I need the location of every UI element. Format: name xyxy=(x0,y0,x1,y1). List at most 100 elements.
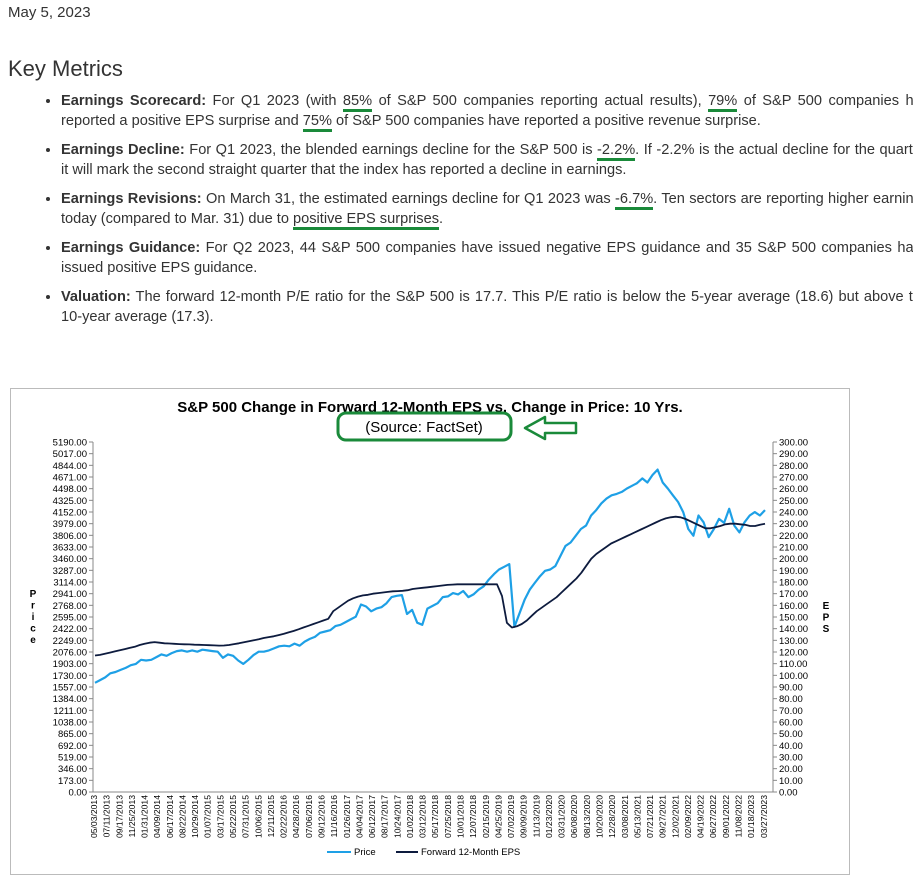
left-tick-label: 4325.00 xyxy=(53,496,87,507)
key-metrics-list: Earnings Scorecard: For Q1 2023 (with 85… xyxy=(34,92,913,337)
left-tick-label: 4671.00 xyxy=(53,473,87,484)
left-tick-label: 3806.00 xyxy=(53,531,87,542)
x-tick-label: 04/19/2022 xyxy=(696,795,706,838)
right-tick-label: 290.00 xyxy=(779,449,808,460)
right-tick-label: 130.00 xyxy=(779,636,808,647)
chart-canvas: S&P 500 Change in Forward 12-Month EPS v… xyxy=(30,399,830,858)
right-tick-label: 270.00 xyxy=(779,473,808,484)
right-tick-label: 80.00 xyxy=(779,694,803,705)
left-tick-label: 2941.00 xyxy=(53,589,87,600)
x-tick-label: 12/28/2020 xyxy=(607,795,617,838)
left-tick-label: 4498.00 xyxy=(53,484,87,495)
x-tick-label: 02/22/2016 xyxy=(279,795,289,838)
right-axis-label: EPS xyxy=(823,601,830,635)
left-axis-label: Price xyxy=(30,589,37,646)
x-tick-label: 01/26/2017 xyxy=(342,795,352,838)
metric-label: Earnings Decline: xyxy=(61,142,185,158)
section-title: Key Metrics xyxy=(8,56,123,81)
x-tick-label: 02/09/2022 xyxy=(683,795,693,838)
right-tick-label: 250.00 xyxy=(779,496,808,507)
x-tick-label: 04/04/2017 xyxy=(354,795,364,838)
left-axis-label-letter: r xyxy=(31,601,35,612)
left-tick-label: 519.00 xyxy=(58,753,87,764)
left-tick-label: 1211.00 xyxy=(53,706,87,717)
right-tick-label: 0.00 xyxy=(779,788,798,799)
x-tick-label: 10/24/2017 xyxy=(392,795,402,838)
x-tick-label: 07/06/2016 xyxy=(304,795,314,838)
left-tick-label: 3979.00 xyxy=(53,519,87,530)
metric-earnings-revisions: Earnings Revisions: On March 31, the est… xyxy=(61,190,913,230)
chart-series xyxy=(94,468,766,684)
metric-text: . Ten sectors are reporting higher earni… xyxy=(61,191,913,227)
x-tick-label: 01/07/2015 xyxy=(203,795,213,838)
x-tick-label: 07/21/2021 xyxy=(645,795,655,838)
highlighted-value: -6.7% xyxy=(615,191,654,210)
metric-text: . If -2.2% is the actual decline for the… xyxy=(61,142,913,178)
highlighted-value: positive EPS surprises xyxy=(293,210,440,230)
x-tick-label: 12/11/2015 xyxy=(266,795,276,838)
right-axis-ticks: 300.00290.00280.00270.00260.00250.00240.… xyxy=(773,438,808,799)
arrow-left-icon xyxy=(523,415,578,441)
metric-text: The forward 12-month P/E ratio for the S… xyxy=(61,289,913,325)
x-tick-label: 06/08/2020 xyxy=(569,795,579,838)
x-tick-label: 03/12/2018 xyxy=(418,795,428,838)
right-tick-label: 90.00 xyxy=(779,683,803,694)
left-tick-label: 346.00 xyxy=(58,764,87,775)
right-axis-label-letter: S xyxy=(823,624,830,635)
x-tick-label: 05/13/2021 xyxy=(632,795,642,838)
left-tick-label: 1038.00 xyxy=(53,718,87,729)
highlighted-value: -2.2% xyxy=(597,142,636,161)
left-tick-label: 2768.00 xyxy=(53,601,87,612)
metric-text: of S&P 500 companies reporting actual re… xyxy=(372,93,709,109)
x-tick-label: 09/27/2021 xyxy=(658,795,668,838)
left-tick-label: 5190.00 xyxy=(53,438,87,449)
right-tick-label: 20.00 xyxy=(779,764,803,775)
left-tick-label: 5017.00 xyxy=(53,449,87,460)
x-tick-label: 07/25/2018 xyxy=(443,795,453,838)
right-tick-label: 230.00 xyxy=(779,519,808,530)
left-tick-label: 1903.00 xyxy=(53,659,87,670)
left-tick-label: 3460.00 xyxy=(53,554,87,565)
right-tick-label: 10.00 xyxy=(779,776,803,787)
left-tick-label: 692.00 xyxy=(58,741,87,752)
right-tick-label: 180.00 xyxy=(779,578,808,589)
x-tick-label: 11/08/2022 xyxy=(734,795,744,838)
metric-text: For Q1 2023 (with xyxy=(206,93,343,109)
eps-series-line xyxy=(94,515,766,657)
right-tick-label: 120.00 xyxy=(779,648,808,659)
left-tick-label: 2422.00 xyxy=(53,624,87,635)
right-tick-label: 160.00 xyxy=(779,601,808,612)
right-tick-label: 280.00 xyxy=(779,461,808,472)
source-highlight-box xyxy=(336,411,513,442)
left-tick-label: 4152.00 xyxy=(53,508,87,519)
right-tick-label: 170.00 xyxy=(779,589,808,600)
metric-label: Earnings Guidance: xyxy=(61,240,201,256)
left-axis-label-letter: P xyxy=(30,589,37,600)
metric-text: . xyxy=(439,210,444,227)
right-axis-label-letter: E xyxy=(823,601,830,612)
x-tick-label: 01/02/2018 xyxy=(405,795,415,838)
x-tick-label: 03/08/2021 xyxy=(620,795,630,838)
left-tick-label: 1730.00 xyxy=(53,671,87,682)
left-tick-label: 3114.00 xyxy=(53,578,87,589)
metric-text: of S&P 500 companies has reported a posi… xyxy=(61,93,913,129)
right-tick-label: 260.00 xyxy=(779,484,808,495)
highlighted-value: 79% xyxy=(708,93,738,112)
left-axis-ticks: 5190.005017.004844.004671.004498.004325.… xyxy=(53,438,93,799)
x-tick-label: 08/13/2020 xyxy=(582,795,592,838)
left-tick-label: 3287.00 xyxy=(53,566,87,577)
price-series-line xyxy=(94,468,766,684)
left-tick-label: 2249.00 xyxy=(53,636,87,647)
right-tick-label: 150.00 xyxy=(779,613,808,624)
right-tick-label: 50.00 xyxy=(779,729,803,740)
x-tick-label: 08/17/2017 xyxy=(380,795,390,838)
left-tick-label: 173.00 xyxy=(58,776,87,787)
metric-label: Earnings Revisions: xyxy=(61,191,202,207)
x-tick-label: 10/20/2020 xyxy=(595,795,605,838)
x-tick-label: 07/02/2019 xyxy=(506,795,516,838)
x-tick-label: 01/31/2014 xyxy=(140,795,150,838)
right-axis-label-letter: P xyxy=(823,613,830,624)
chart-subtitle: (Source: FactSet) xyxy=(365,419,483,436)
left-tick-label: 4844.00 xyxy=(53,461,87,472)
x-tick-label: 03/17/2015 xyxy=(215,795,225,838)
